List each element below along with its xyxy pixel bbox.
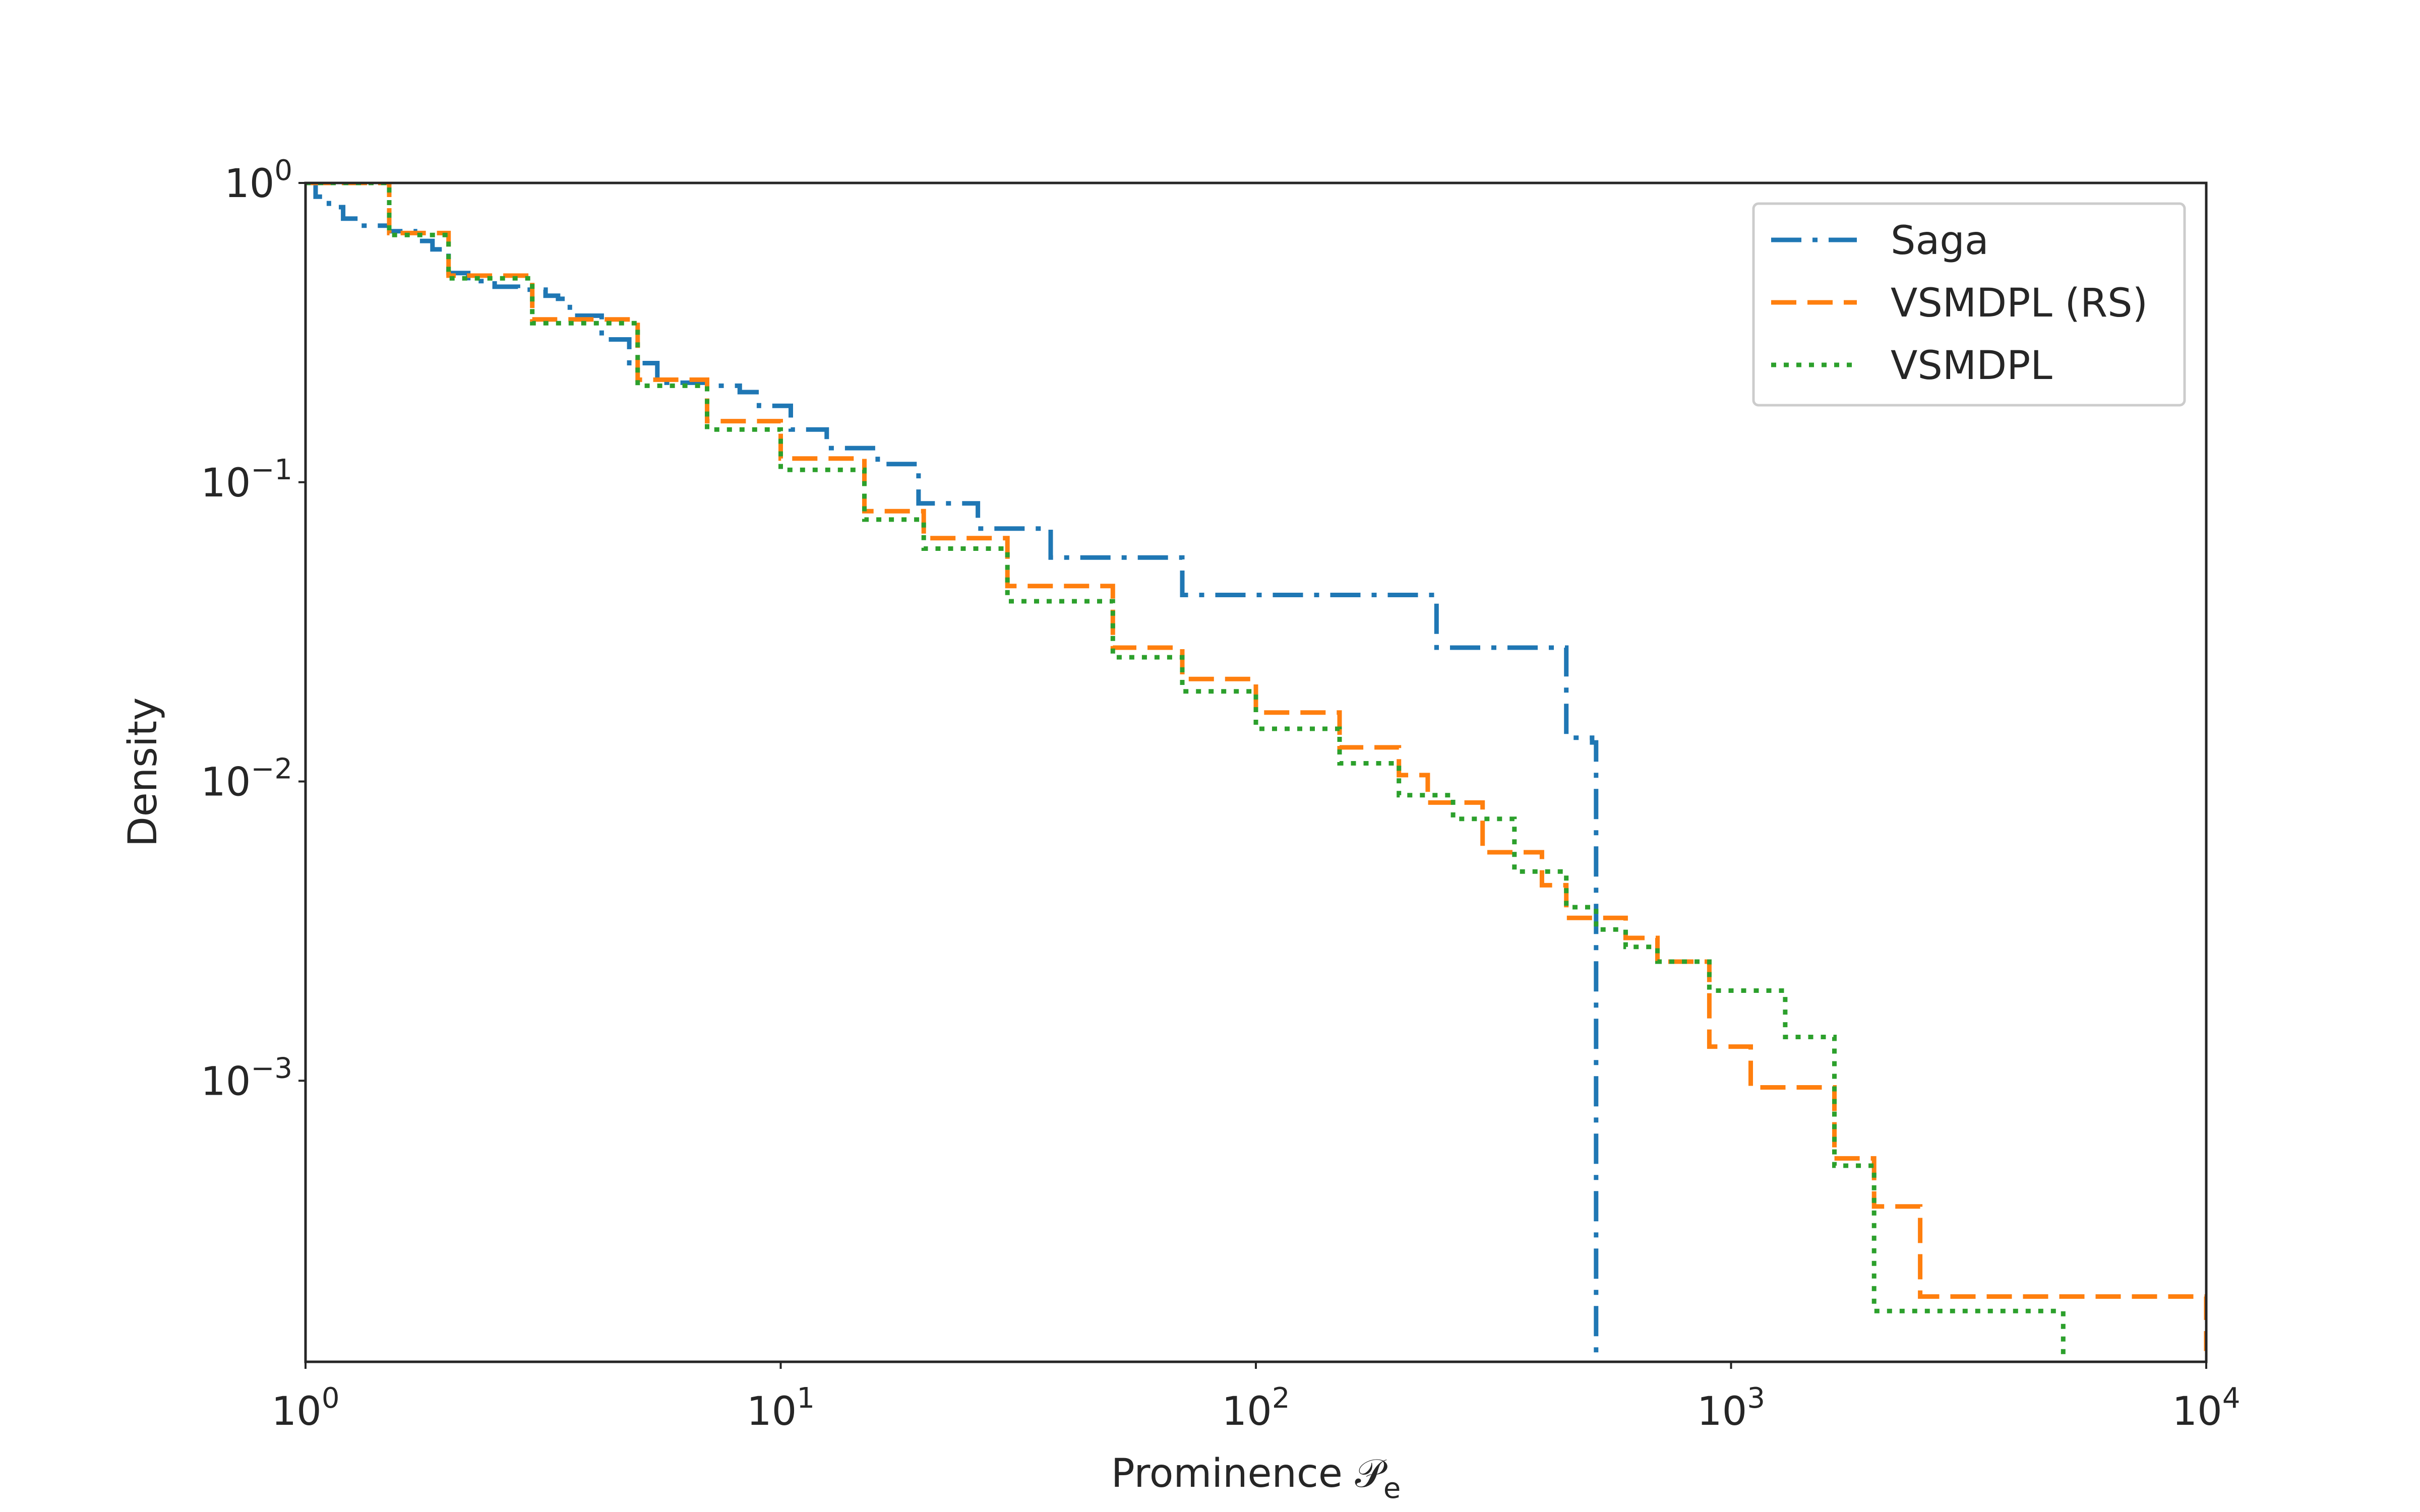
x-tick-label: 102 [1222, 1382, 1290, 1434]
series-layer [306, 183, 2206, 1362]
x-tick-label: 100 [272, 1382, 340, 1434]
x-axis-label-subscript: e [1383, 1472, 1401, 1505]
legend-label: VSMDPL (RS) [1891, 281, 2148, 326]
legend-label: VSMDPL [1891, 343, 2052, 389]
series-line-2 [306, 183, 2066, 1362]
y-axis-label: Density [120, 698, 166, 847]
y-tick-label: 10−2 [201, 753, 292, 805]
y-tick-label: 10−1 [201, 454, 292, 506]
series-line-0 [306, 183, 1599, 1362]
x-tick-label: 103 [1697, 1382, 1765, 1434]
legend-box [1752, 202, 2186, 407]
y-tick-label: 100 [224, 154, 292, 207]
y-tick-label: 10−3 [201, 1052, 292, 1104]
legend: Saga VSMDPL (RS) VSMDPL [1752, 202, 2186, 407]
x-tick-label: 101 [747, 1382, 815, 1434]
legend-label: Saga [1891, 218, 1989, 264]
x-axis-label: Prominence 𝒫e [1111, 1451, 1401, 1505]
x-tick-label: 104 [2172, 1382, 2241, 1434]
x-tick-labels: 100 101 102 103 104 [272, 1362, 2241, 1434]
series-line-1 [306, 183, 2206, 1351]
y-tick-labels: 100 10−1 10−2 10−3 [201, 154, 306, 1104]
